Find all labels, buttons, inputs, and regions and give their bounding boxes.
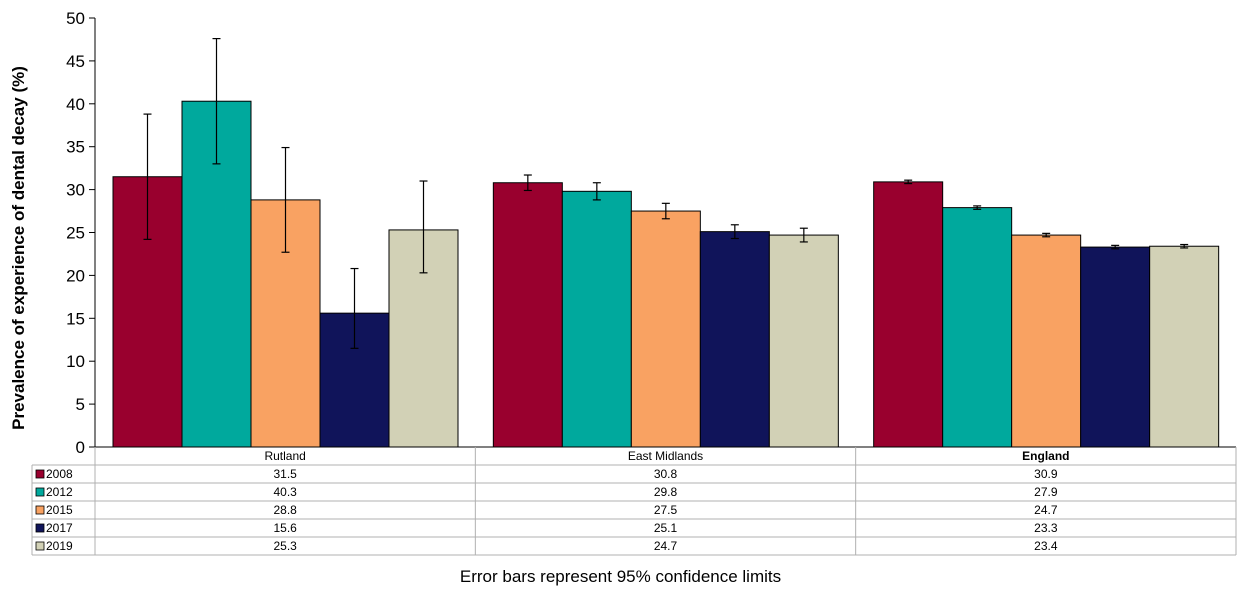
y-tick-label: 40	[66, 95, 85, 114]
bar	[561, 190, 632, 448]
bar	[699, 231, 770, 448]
bars	[112, 100, 1220, 448]
bar	[1080, 246, 1151, 448]
y-axis-label: Prevalence of experience of dental decay…	[9, 66, 28, 430]
data-label: 25.1	[654, 521, 678, 535]
legend-key	[35, 487, 45, 497]
data-label: 24.7	[1034, 503, 1058, 517]
legend-key	[35, 523, 45, 533]
y-tick-label: 25	[66, 224, 85, 243]
legend-series-name: 2008	[46, 467, 73, 481]
data-table: Rutland East Midlands England 2008 31.5 30.8 3…	[31, 446, 1237, 556]
y-tick-label: 5	[76, 395, 85, 414]
bar	[768, 234, 839, 448]
data-label: 28.8	[273, 503, 297, 517]
data-label: 30.8	[654, 467, 678, 481]
y-tick-label: 35	[66, 138, 85, 157]
caption: Error bars represent 95% confidence limi…	[459, 567, 782, 586]
table-category-label: England	[1022, 449, 1069, 463]
data-label: 31.5	[273, 467, 297, 481]
legend-series-name: 2012	[46, 485, 73, 499]
data-label: 23.4	[1034, 539, 1058, 553]
bar	[873, 181, 944, 448]
legend-series-name: 2015	[46, 503, 73, 517]
table-category-label: Rutland	[264, 449, 305, 463]
y-tick-label: 15	[66, 309, 85, 328]
y-tick-label: 30	[66, 181, 85, 200]
data-label: 27.5	[654, 503, 678, 517]
legend-series-name: 2017	[46, 521, 73, 535]
legend-key	[35, 469, 45, 479]
data-label: 30.9	[1034, 467, 1058, 481]
data-label: 24.7	[654, 539, 678, 553]
data-label: 27.9	[1034, 485, 1058, 499]
data-label: 25.3	[273, 539, 297, 553]
data-label: 40.3	[273, 485, 297, 499]
y-tick-label: 50	[66, 9, 85, 28]
bar	[1011, 234, 1082, 448]
bar	[1149, 245, 1220, 448]
legend-key	[35, 505, 45, 515]
data-label: 15.6	[273, 521, 297, 535]
error-bars	[143, 37, 1189, 349]
axes: 0 5 10 15 20 25 30 35 40 45 50	[66, 9, 96, 457]
legend-key	[35, 541, 45, 551]
legend-series-name: 2019	[46, 539, 73, 553]
y-tick-label: 45	[66, 52, 85, 71]
table-category-label: East Midlands	[628, 449, 703, 463]
y-tick-label: 0	[76, 438, 85, 457]
y-tick-label: 10	[66, 352, 85, 371]
data-label: 23.3	[1034, 521, 1058, 535]
bar	[492, 182, 563, 448]
data-label: 29.8	[654, 485, 678, 499]
bar	[942, 207, 1013, 448]
y-tick-label: 20	[66, 266, 85, 285]
bar	[630, 210, 701, 448]
